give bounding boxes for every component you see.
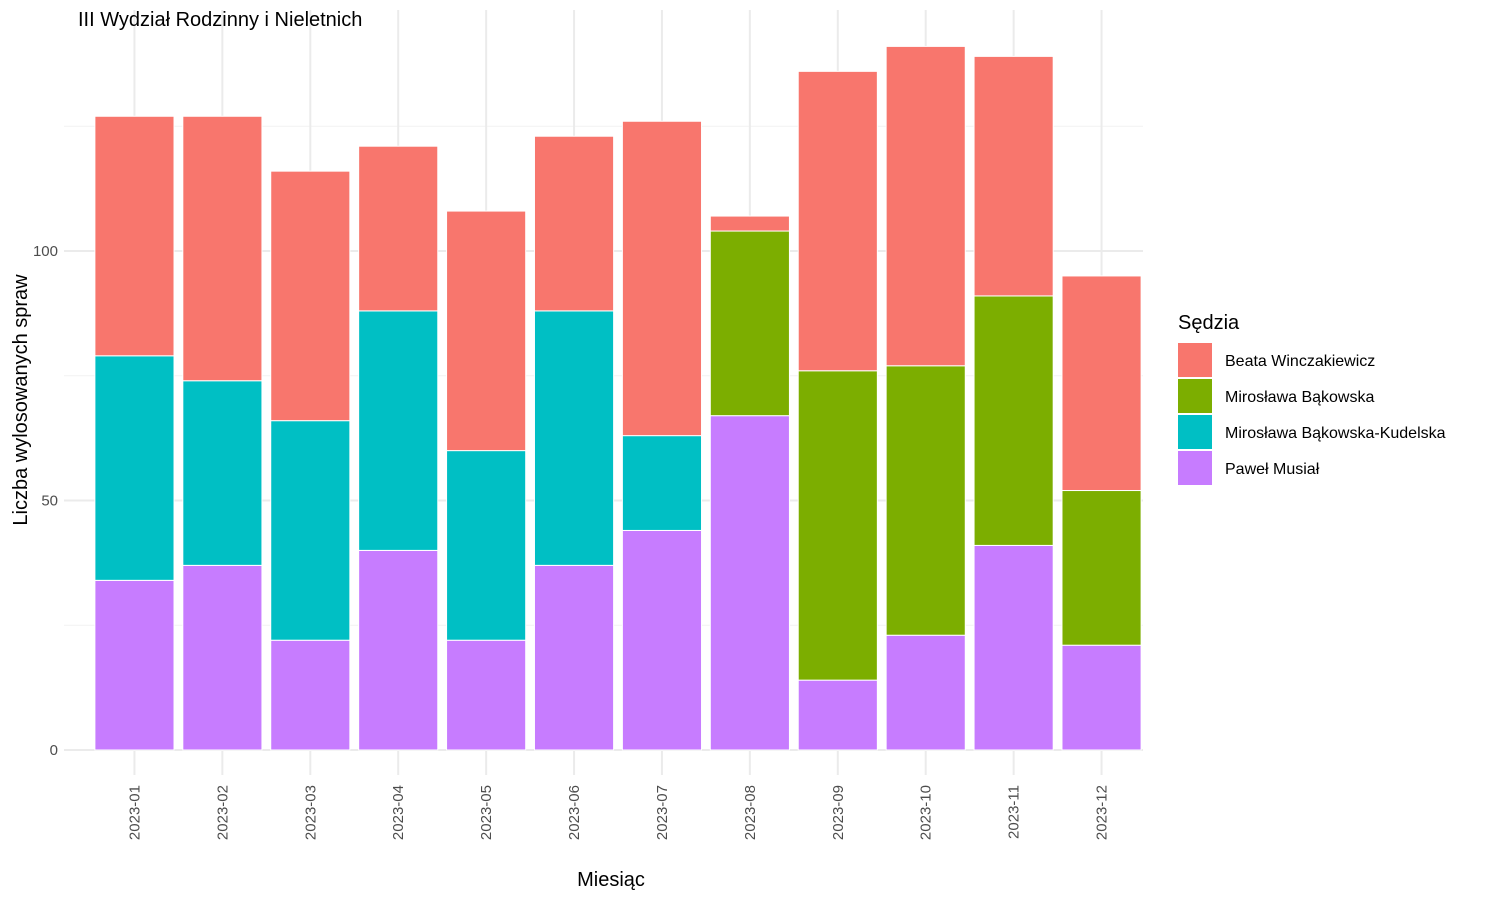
y-tick-label: 0 [50, 742, 58, 759]
x-tick-label: 2023-05 [478, 785, 495, 840]
bar-segment [973, 544, 1054, 751]
legend-entry: Mirosława Bąkowska [1225, 389, 1374, 406]
y-tick-label: 100 [33, 243, 58, 260]
y-axis-title: Liczba wylosowanych spraw [10, 274, 32, 526]
bar-segment [533, 135, 615, 312]
bar-segment [621, 529, 703, 751]
legend-entry: Paweł Musiał [1225, 461, 1320, 478]
legend-entry: Mirosława Bąkowska-Kudelska [1225, 425, 1446, 442]
legend-swatch [1178, 415, 1212, 449]
bar-segment [446, 450, 527, 641]
bar-segment [973, 295, 1054, 546]
x-tick-label: 2023-11 [1006, 785, 1023, 839]
legend-swatch [1178, 451, 1212, 485]
bar-segment [797, 370, 878, 681]
x-tick-label: 2023-07 [654, 785, 671, 840]
bar-segment [797, 70, 878, 372]
bar-segment [270, 420, 351, 641]
bar-segment [621, 435, 703, 531]
x-tick-label: 2023-08 [742, 785, 759, 840]
legend-entry: Beata Winczakiewicz [1225, 353, 1375, 370]
bar-segment [446, 210, 527, 452]
bar-segment [709, 415, 790, 751]
x-tick-label: 2023-09 [830, 785, 847, 840]
y-tick-label: 50 [41, 493, 58, 510]
x-axis-title: Miesiąc [577, 869, 645, 891]
bar-segment [709, 215, 790, 232]
bar-segment [1061, 490, 1142, 646]
bar-segment [358, 145, 439, 312]
bar-segment [270, 639, 351, 751]
bar-segment [973, 55, 1054, 297]
x-axis-ticks: 2023-01 2023-02 2023-03 2023-04 2023-05 2023-… [126, 785, 1110, 840]
legend-swatch [1178, 343, 1212, 377]
bar-segment [446, 639, 527, 751]
bar-segment [358, 549, 439, 751]
legend: Sędzia Beata Winczakiewicz Mirosława Bąko… [1178, 312, 1446, 485]
x-tick-label: 2023-04 [390, 785, 407, 840]
x-tick-label: 2023-02 [214, 785, 231, 840]
chart-title: III Wydział Rodzinny i Nieletnich [78, 9, 362, 31]
bar-segment [94, 355, 175, 581]
bar-segment [621, 120, 703, 437]
bar-segment [270, 170, 351, 422]
bar-segment [885, 365, 966, 636]
bar-segment [182, 115, 263, 382]
bar-segment [182, 380, 263, 566]
bar-segment [1061, 644, 1142, 751]
x-tick-label: 2023-01 [126, 785, 143, 840]
bar-segment [358, 310, 439, 551]
bar-segment [1061, 275, 1142, 492]
bar-segment [885, 45, 966, 367]
x-tick-label: 2023-06 [566, 785, 583, 840]
legend-title: Sędzia [1178, 312, 1240, 334]
legend-swatch [1178, 379, 1212, 413]
x-tick-label: 2023-12 [1094, 785, 1111, 840]
bar-segment [885, 634, 966, 751]
bar-segment [709, 230, 790, 417]
x-tick-label: 2023-10 [918, 785, 935, 840]
bar-segment [94, 115, 175, 357]
y-axis-ticks: 0 50 100 [33, 243, 58, 759]
bar-segment [797, 679, 878, 751]
bar-segment [182, 564, 263, 751]
bar-segment [533, 564, 615, 751]
bar-segment [533, 310, 615, 566]
bar-segment [94, 579, 175, 751]
bars [94, 45, 1142, 751]
x-tick-label: 2023-03 [302, 785, 319, 840]
